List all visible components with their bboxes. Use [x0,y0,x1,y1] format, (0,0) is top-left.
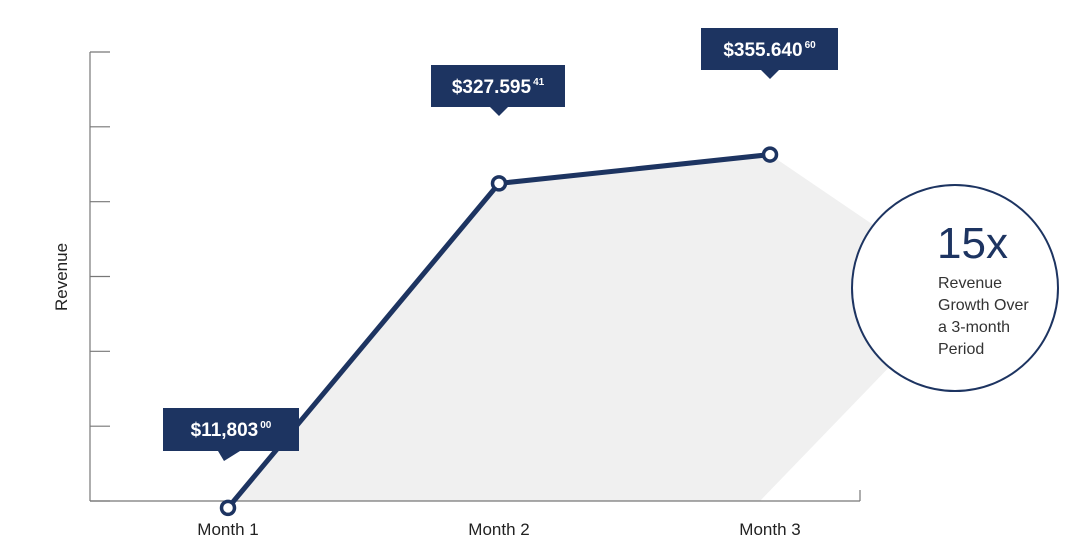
data-label-pointer [490,107,508,116]
data-label-text: $355.640 60 [723,40,816,61]
data-label-superscript: 00 [260,420,272,431]
data-label-superscript: 41 [533,77,545,88]
x-tick-label: Month 3 [739,520,800,539]
growth-badge: 15x Revenue Growth Over a 3-month Period [851,184,1059,392]
shaded-area [228,154,925,508]
data-label-box [701,28,838,70]
badge-description-line: Period [938,341,984,358]
data-label-pointer [218,451,240,461]
x-axis-tick-labels: Month 1 Month 2 Month 3 [197,520,800,539]
data-label-superscript: 60 [805,40,817,51]
badge-description-line: a 3-month [938,319,1010,336]
data-label-pointer [761,70,779,79]
data-label: $355.640 60 [701,28,838,79]
data-label: $327.595 41 [431,65,565,116]
badge-description-line: Growth Over [938,297,1029,314]
data-label-box [163,408,299,451]
data-label-box [431,65,565,107]
data-label-text: $327.595 41 [452,77,545,98]
axes [89,51,861,502]
data-label: $11,803 00 [163,408,299,461]
data-point [490,175,508,192]
data-point [219,499,237,517]
badge-headline: 15x [937,219,1008,268]
badge-description: Revenue Growth Over a 3-month Period [938,275,1029,358]
badge-circle [851,184,1059,392]
data-label-main: $11,803 [191,420,259,441]
data-point [761,146,779,163]
y-axis-label: Revenue [52,243,71,311]
x-tick-label: Month 1 [197,520,258,539]
data-label-main: $327.595 [452,77,532,98]
x-tick-label: Month 2 [468,520,529,539]
data-label-main: $355.640 [723,40,802,61]
data-points [219,146,779,517]
data-labels: $11,803 00 $327.595 41 $355.640 60 [163,28,838,461]
badge-description-line: Revenue [938,275,1002,292]
data-label-text: $11,803 00 [191,420,272,441]
